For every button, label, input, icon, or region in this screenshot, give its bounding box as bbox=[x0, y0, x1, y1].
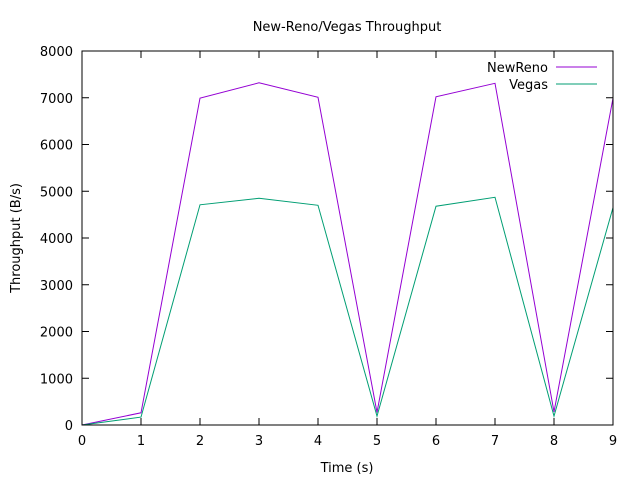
x-tick-label: 2 bbox=[196, 434, 204, 449]
axis-ticks bbox=[81, 50, 614, 426]
series-line-newreno bbox=[81, 82, 614, 426]
y-tick-label: 1000 bbox=[40, 372, 73, 387]
x-tick-label: 0 bbox=[78, 434, 86, 449]
chart-title: New-Reno/Vegas Throughput bbox=[253, 20, 442, 35]
x-tick-label: 8 bbox=[550, 434, 558, 449]
x-tick-label: 7 bbox=[491, 434, 499, 449]
axis-tick-labels: 0 1 2 3 4 5 6 7 8 9 0 1000 2000 3000 4000 5000 6000 7000 8… bbox=[40, 45, 617, 449]
series-line-vegas bbox=[81, 196, 614, 426]
y-tick-label: 5000 bbox=[40, 185, 73, 200]
plot-frame bbox=[81, 50, 614, 426]
y-axis-label: Throughput (B/s) bbox=[9, 183, 24, 294]
y-tick-label: 6000 bbox=[40, 139, 73, 154]
legend-label: Vegas bbox=[509, 78, 548, 93]
x-tick-label: 9 bbox=[609, 434, 617, 449]
x-axis-label: Time (s) bbox=[320, 461, 374, 476]
x-tick-label: 1 bbox=[137, 434, 145, 449]
legend: NewReno Vegas bbox=[487, 61, 597, 93]
y-tick-label: 2000 bbox=[40, 326, 73, 341]
legend-label: NewReno bbox=[487, 61, 548, 76]
y-tick-label: 8000 bbox=[40, 45, 73, 60]
y-tick-label: 3000 bbox=[40, 279, 73, 294]
y-tick-label: 7000 bbox=[40, 92, 73, 107]
y-tick-label: 4000 bbox=[40, 232, 73, 247]
x-tick-label: 4 bbox=[314, 434, 322, 449]
y-tick-label: 0 bbox=[65, 419, 73, 434]
x-tick-label: 5 bbox=[373, 434, 381, 449]
series-lines bbox=[81, 82, 614, 426]
x-tick-label: 3 bbox=[255, 434, 263, 449]
x-tick-label: 6 bbox=[432, 434, 440, 449]
